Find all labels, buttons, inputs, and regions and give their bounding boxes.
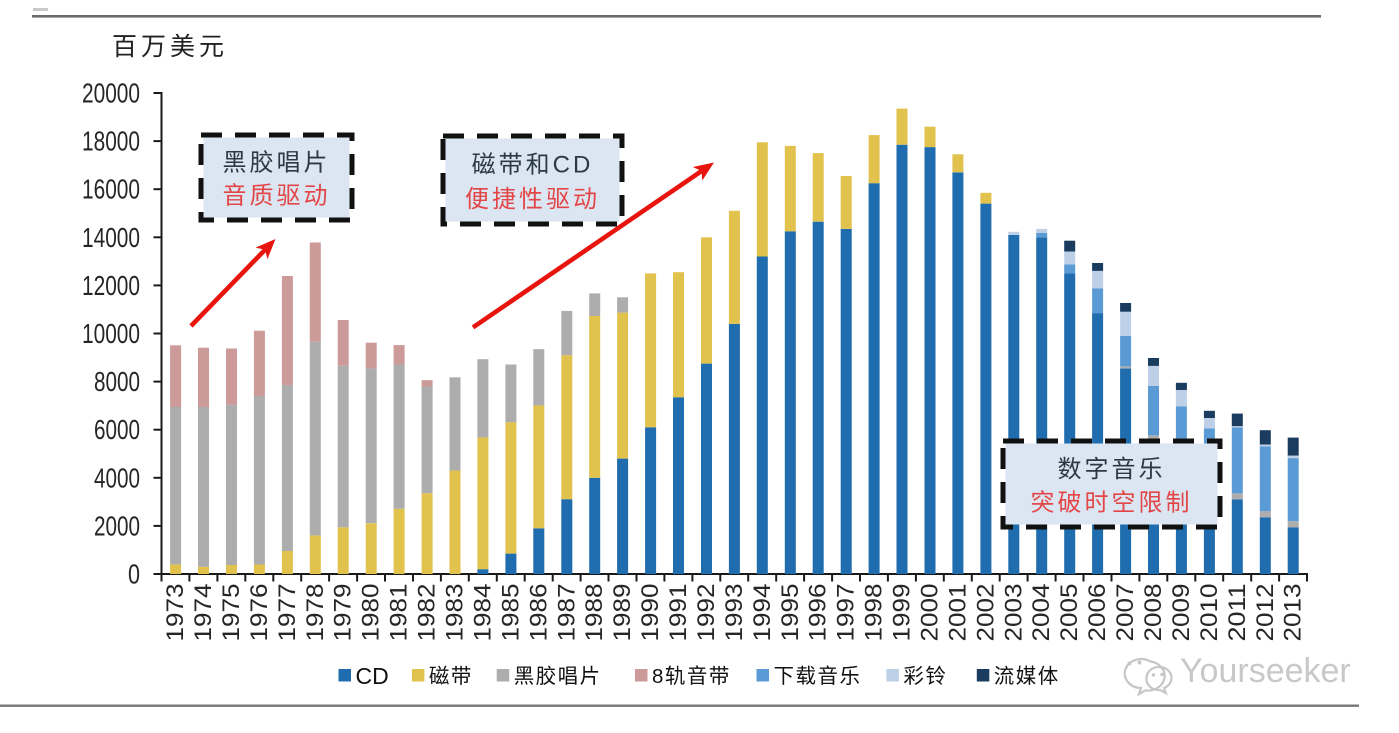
svg-text:1998: 1998	[861, 584, 888, 642]
svg-text:1982: 1982	[414, 584, 441, 642]
svg-text:2003: 2003	[1000, 584, 1027, 642]
svg-text:1984: 1984	[469, 584, 496, 642]
svg-text:Yourseeker: Yourseeker	[1180, 652, 1351, 690]
svg-text:2006: 2006	[1084, 584, 1111, 642]
svg-text:黑胶唱片: 黑胶唱片	[223, 150, 331, 177]
svg-text:1990: 1990	[637, 584, 664, 642]
svg-text:磁带: 磁带	[429, 665, 473, 688]
svg-text:2007: 2007	[1112, 584, 1139, 642]
svg-text:黑胶唱片: 黑胶唱片	[514, 665, 602, 688]
svg-text:14000: 14000	[82, 222, 140, 253]
svg-text:1996: 1996	[805, 584, 832, 642]
svg-text:1999: 1999	[889, 584, 916, 642]
svg-text:4000: 4000	[94, 462, 140, 493]
svg-text:1986: 1986	[525, 584, 552, 642]
svg-text:1989: 1989	[609, 584, 636, 642]
svg-text:1983: 1983	[442, 584, 469, 642]
svg-text:1985: 1985	[497, 584, 524, 642]
svg-text:1994: 1994	[749, 584, 776, 642]
svg-text:1974: 1974	[190, 584, 217, 642]
svg-text:2000: 2000	[94, 510, 140, 541]
svg-text:1997: 1997	[833, 584, 860, 642]
svg-text:1977: 1977	[274, 584, 301, 642]
svg-text:1991: 1991	[665, 584, 692, 642]
svg-text:数字音乐: 数字音乐	[1058, 456, 1166, 483]
svg-text:2011: 2011	[1224, 584, 1251, 642]
svg-text:20000: 20000	[82, 78, 140, 109]
svg-text:2004: 2004	[1028, 584, 1055, 642]
svg-text:CD: CD	[356, 663, 389, 689]
svg-text:2009: 2009	[1168, 584, 1195, 642]
svg-text:百万美元: 百万美元	[112, 33, 228, 61]
svg-text:1987: 1987	[553, 584, 580, 642]
svg-text:8000: 8000	[94, 366, 140, 397]
svg-text:流媒体: 流媒体	[994, 665, 1060, 688]
svg-text:2001: 2001	[944, 584, 971, 642]
svg-text:突破时空限制: 突破时空限制	[1031, 489, 1193, 516]
svg-text:音质驱动: 音质驱动	[223, 183, 331, 210]
svg-text:2013: 2013	[1280, 584, 1307, 642]
svg-text:1976: 1976	[246, 584, 273, 642]
svg-text:1995: 1995	[777, 584, 804, 642]
svg-text:10000: 10000	[82, 318, 140, 349]
svg-text:16000: 16000	[82, 174, 140, 205]
svg-text:磁带和CD: 磁带和CD	[472, 152, 594, 179]
svg-text:8轨音带: 8轨音带	[652, 665, 731, 688]
svg-text:2000: 2000	[917, 584, 944, 642]
svg-text:0: 0	[128, 559, 140, 590]
svg-text:2012: 2012	[1252, 584, 1279, 642]
svg-text:下载音乐: 下载音乐	[774, 665, 862, 688]
svg-text:6000: 6000	[94, 414, 140, 445]
svg-text:1975: 1975	[218, 584, 245, 642]
svg-text:12000: 12000	[82, 270, 140, 301]
svg-text:1978: 1978	[302, 584, 329, 642]
svg-text:1979: 1979	[330, 584, 357, 642]
svg-text:1981: 1981	[386, 584, 413, 642]
svg-text:1973: 1973	[162, 584, 189, 642]
svg-text:便捷性驱动: 便捷性驱动	[465, 186, 600, 213]
svg-text:2002: 2002	[972, 584, 999, 642]
svg-text:1993: 1993	[721, 584, 748, 642]
svg-text:1980: 1980	[358, 584, 385, 642]
svg-text:2008: 2008	[1140, 584, 1167, 642]
svg-text:1992: 1992	[693, 584, 720, 642]
svg-text:2010: 2010	[1196, 584, 1223, 642]
svg-text:18000: 18000	[82, 126, 140, 157]
svg-text:彩铃: 彩铃	[903, 665, 947, 688]
svg-text:2005: 2005	[1056, 584, 1083, 642]
svg-text:1988: 1988	[581, 584, 608, 642]
